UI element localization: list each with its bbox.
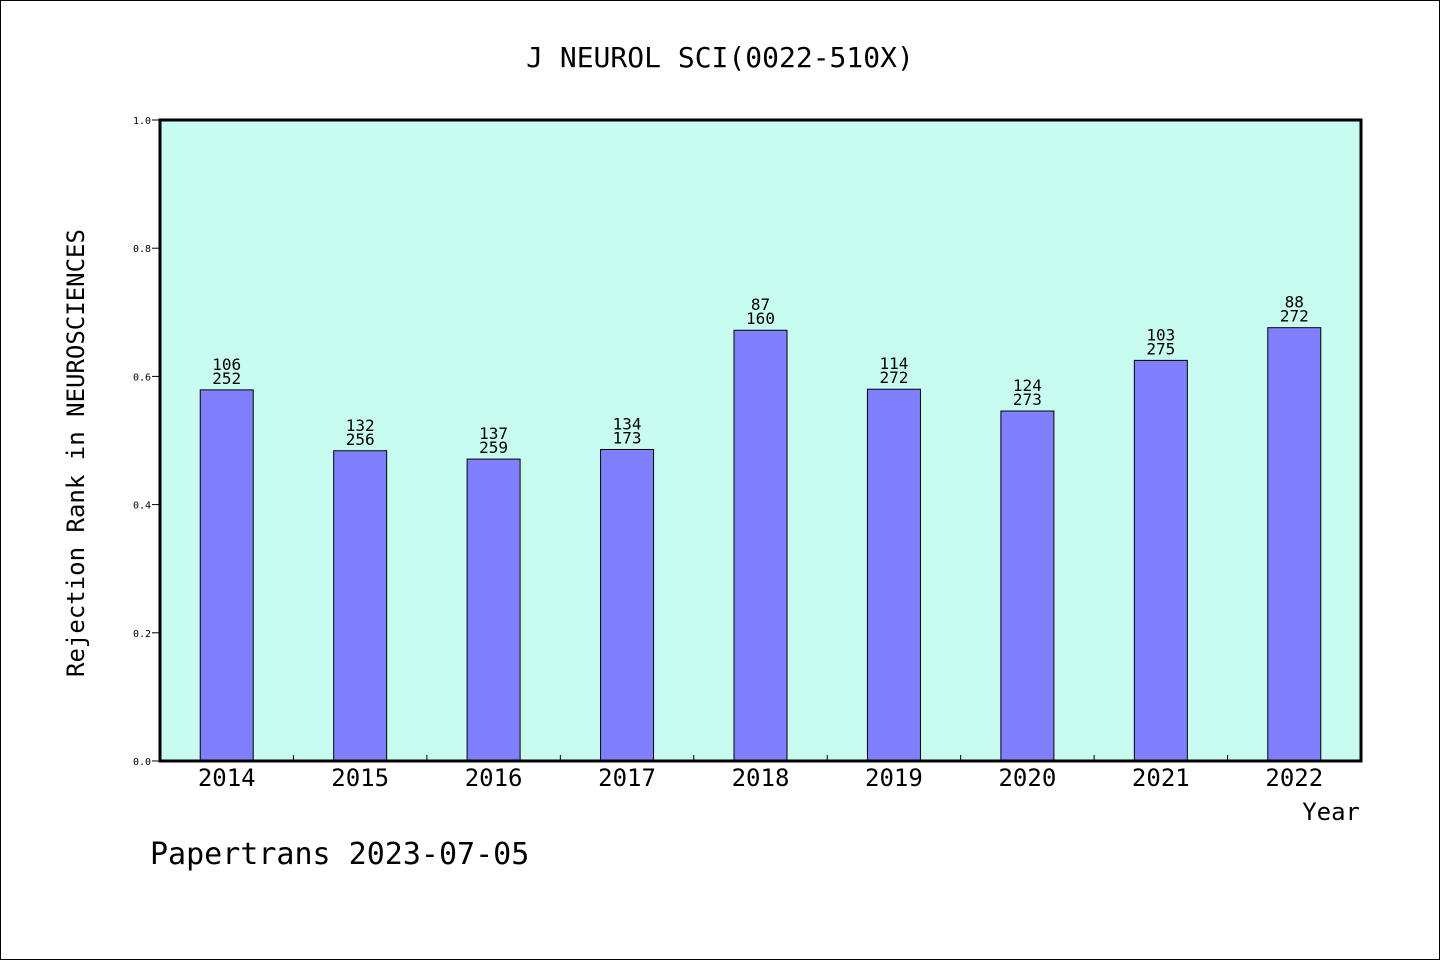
x-tick-label: 2022 <box>1265 764 1323 792</box>
x-tick-label: 2021 <box>1132 764 1190 792</box>
x-tick-label: 2018 <box>732 764 790 792</box>
x-axis-label: Year <box>1302 798 1360 826</box>
x-tick-label: 2016 <box>465 764 523 792</box>
bar-2016 <box>466 458 521 762</box>
bar-label-bottom: 256 <box>346 430 375 449</box>
bar-label-bottom: 252 <box>212 369 241 388</box>
bar-label-bottom: 173 <box>613 428 642 447</box>
y-axis: 0.0 0.2 0.4 0.6 0.8 1.0 <box>133 116 160 768</box>
bar-2020 <box>1000 410 1055 762</box>
bar-label-bottom: 272 <box>879 368 908 387</box>
bar-2014 <box>199 389 254 762</box>
bar-label-top: 134 <box>613 414 642 433</box>
bar-2019 <box>866 388 921 762</box>
x-tick-label: 2015 <box>331 764 389 792</box>
bar-2015 <box>333 450 388 762</box>
y-tick-label: 1.0 <box>133 116 151 127</box>
x-tick-label: 2019 <box>865 764 923 792</box>
bar-label-top: 103 <box>1146 325 1175 344</box>
x-tick-label: 2017 <box>598 764 656 792</box>
bar-label-bottom: 160 <box>746 309 775 328</box>
bar-label-top: 88 <box>1285 293 1304 312</box>
bar-label-top: 106 <box>212 355 241 374</box>
plot-border <box>158 118 1363 763</box>
y-tick-label: 0.6 <box>133 372 151 383</box>
bar-label-top: 132 <box>346 416 375 435</box>
y-tick-label: 0.4 <box>133 501 151 512</box>
bar-label-top: 87 <box>751 295 770 314</box>
y-tick-label: 0.0 <box>133 757 151 768</box>
bar-label-bottom: 259 <box>479 438 508 457</box>
bar-label-bottom: 273 <box>1013 390 1042 409</box>
bar-label-bottom: 272 <box>1280 307 1309 326</box>
bar-2017 <box>600 448 655 762</box>
x-axis: 2014 2015 2016 2017 2018 2019 2020 2021 2022 <box>198 755 1323 792</box>
bar-2022 <box>1267 327 1322 762</box>
y-tick-label: 0.2 <box>133 629 151 640</box>
bar-label-bottom: 275 <box>1146 339 1175 358</box>
y-axis-label: Rejection Rank in NEUROSCIENCES <box>62 229 90 677</box>
bar-2021 <box>1133 359 1188 762</box>
bar-label-top: 114 <box>879 354 908 373</box>
y-tick-label: 0.8 <box>133 244 151 255</box>
bar-label-top: 137 <box>479 424 508 443</box>
footer-text: Papertrans 2023-07-05 <box>150 837 529 872</box>
bar-label-top: 124 <box>1013 376 1042 395</box>
chart-title: J NEUROL SCI(0022-510X) <box>526 41 914 74</box>
bar-2018 <box>733 329 788 762</box>
x-tick-label: 2020 <box>998 764 1056 792</box>
x-tick-label: 2014 <box>198 764 256 792</box>
